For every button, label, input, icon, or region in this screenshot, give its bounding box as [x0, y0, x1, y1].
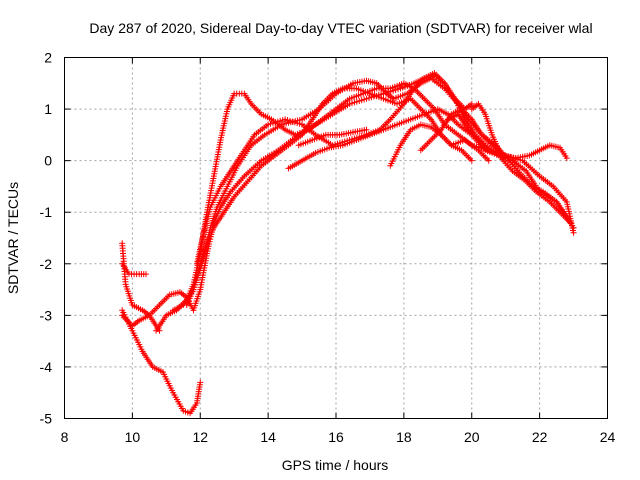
series-track-13 — [445, 111, 570, 162]
y-axis-label: SDTVAR / TECUs — [5, 182, 21, 294]
plus-markers — [295, 126, 370, 149]
y-tick-label: -1 — [40, 204, 53, 220]
x-tick-labels: 8 10 12 14 16 18 20 22 24 — [61, 429, 616, 445]
y-tick-label: 2 — [44, 50, 52, 66]
series-trace — [121, 72, 473, 327]
chart-title: Day 287 of 2020, Sidereal Day-to-day VTE… — [89, 20, 592, 36]
series-track-11 — [387, 121, 475, 169]
x-tick-label: 20 — [464, 429, 480, 445]
plus-markers — [183, 85, 492, 308]
y-tick-label: -4 — [40, 359, 53, 375]
y-tick-label: -2 — [40, 256, 53, 272]
x-tick-label: 16 — [328, 429, 344, 445]
y-tick-label: 0 — [44, 153, 52, 169]
plus-markers — [445, 111, 570, 162]
data-series — [119, 70, 577, 417]
y-tick-label: -5 — [40, 411, 53, 427]
x-tick-label: 24 — [600, 429, 616, 445]
x-axis-label: GPS time / hours — [282, 457, 389, 473]
x-tick-label: 22 — [532, 429, 548, 445]
series-track-9 — [285, 106, 574, 226]
plus-markers — [285, 106, 574, 226]
plus-markers — [468, 100, 502, 154]
x-tick-label: 18 — [396, 429, 412, 445]
series-track-2 — [119, 240, 163, 334]
series-track-7 — [183, 85, 492, 308]
x-tick-label: 8 — [61, 429, 69, 445]
y-tick-labels: -5 -4 -3 -2 -1 0 1 2 — [40, 50, 53, 427]
series-trace — [172, 77, 575, 311]
y-tick-label: -3 — [40, 307, 53, 323]
series-trace — [121, 309, 201, 415]
y-tick-label: 1 — [44, 101, 52, 117]
series-track-14 — [468, 100, 502, 154]
x-tick-label: 14 — [260, 429, 276, 445]
plus-markers — [387, 121, 475, 169]
x-tick-label: 12 — [192, 429, 208, 445]
x-tick-label: 10 — [125, 429, 141, 445]
series-track-10 — [295, 126, 370, 149]
axis-ticks — [64, 57, 608, 419]
